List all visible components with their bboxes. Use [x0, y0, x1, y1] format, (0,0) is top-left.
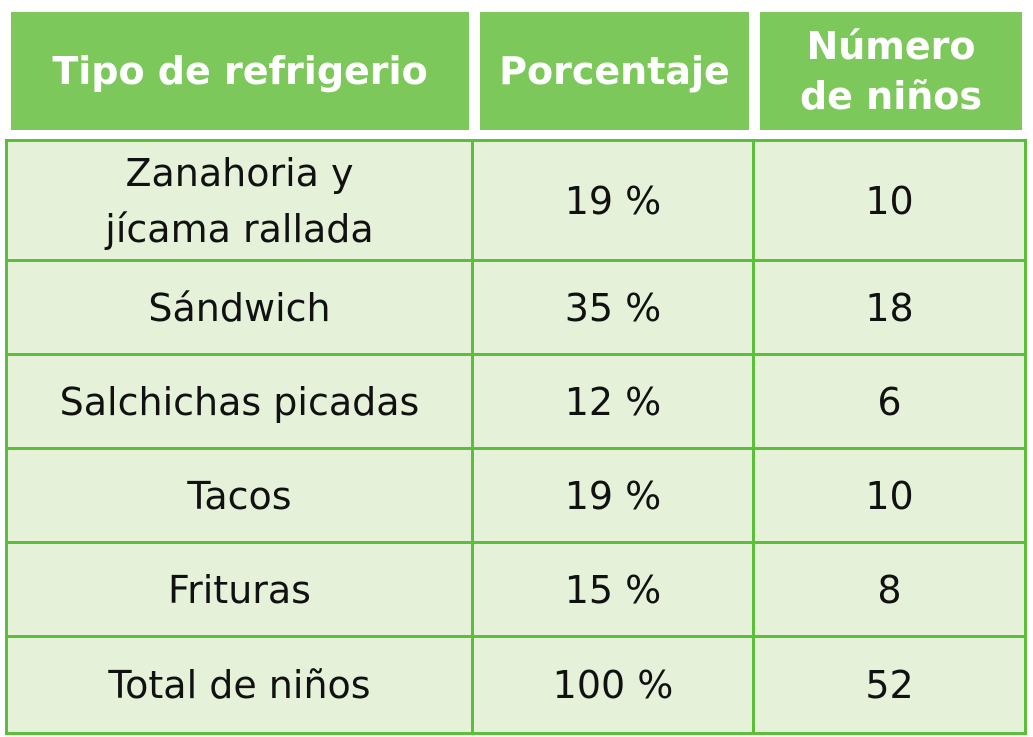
cell-text: Tacos — [187, 473, 292, 518]
cell-percentage: 12 % — [474, 356, 755, 450]
cell-text: 6 — [877, 379, 902, 424]
cell-snack-type: Tacos — [8, 450, 474, 544]
cell-text: Sándwich — [148, 285, 331, 330]
header-children-count: Número de niños — [760, 12, 1022, 130]
cell-snack-type: Frituras — [8, 544, 474, 638]
cell-snack-type: Salchichas picadas — [8, 356, 474, 450]
cell-text: 10 — [865, 473, 914, 518]
cell-text: 8 — [877, 567, 902, 612]
cell-text: 19 % — [564, 178, 662, 223]
cell-text: Zanahoria y jícama rallada — [105, 150, 374, 251]
header-percentage-label: Porcentaje — [499, 49, 730, 93]
header-percentage: Porcentaje — [480, 12, 749, 130]
cell-text: 10 — [865, 178, 914, 223]
cell-children-count: 10 — [755, 450, 1024, 544]
cell-text: 19 % — [564, 473, 662, 518]
cell-text: Total de niños — [108, 663, 371, 707]
header-children-count-label: Número de niños — [799, 24, 983, 118]
cell-text: 35 % — [564, 285, 662, 330]
cell-percentage: 19 % — [474, 142, 755, 262]
cell-children-count: 18 — [755, 262, 1024, 356]
header-snack-type: Tipo de refrigerio — [11, 12, 469, 130]
table-body: Zanahoria y jícama rallada 19 % 10 Sándw… — [5, 139, 1027, 735]
cell-percentage: 35 % — [474, 262, 755, 356]
cell-text: 12 % — [564, 379, 662, 424]
cell-percentage: 19 % — [474, 450, 755, 544]
cell-children-count: 10 — [755, 142, 1024, 262]
cell-total-label: Total de niños — [8, 638, 474, 732]
header-snack-type-label: Tipo de refrigerio — [52, 49, 428, 93]
cell-percentage: 15 % — [474, 544, 755, 638]
cell-children-count: 6 — [755, 356, 1024, 450]
cell-text: 18 — [865, 285, 914, 330]
cell-text: Salchichas picadas — [59, 379, 420, 424]
cell-snack-type: Sándwich — [8, 262, 474, 356]
cell-text: Frituras — [168, 567, 311, 612]
cell-text: 100 % — [552, 663, 674, 707]
cell-total-percentage: 100 % — [474, 638, 755, 732]
cell-snack-type: Zanahoria y jícama rallada — [8, 142, 474, 262]
cell-text: 15 % — [564, 567, 662, 612]
cell-children-count: 8 — [755, 544, 1024, 638]
cell-total-children: 52 — [755, 638, 1024, 732]
cell-text: 52 — [865, 663, 914, 707]
